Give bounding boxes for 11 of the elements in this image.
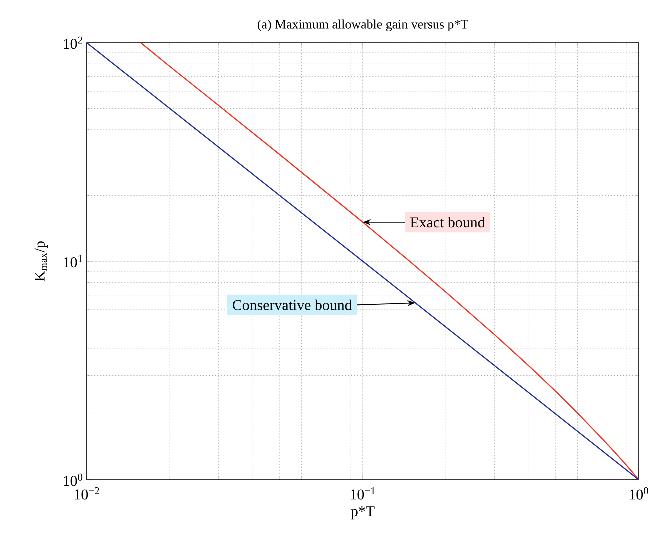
annotation: Conservative bound	[232, 300, 352, 310]
y-axis-title: K$_{max}$/p	[34, 242, 48, 282]
x-tick-label: 10$^{−2}$	[75, 488, 100, 500]
x-tick-label: 10$^{0}$	[630, 488, 648, 500]
y-tick-label: 10$^{0}$	[64, 474, 83, 486]
x-axis-title: p*T	[351, 506, 375, 520]
annotation: Exact bound	[410, 217, 486, 228]
y-tick-label: 10$^{1}$	[64, 255, 82, 268]
y-tick-label: 10$^{2}$	[64, 36, 82, 50]
x-tick-label: 10$^{−1}$	[351, 488, 376, 500]
chart-title: (a) Maximum allowable gain versus p*T	[258, 20, 468, 32]
